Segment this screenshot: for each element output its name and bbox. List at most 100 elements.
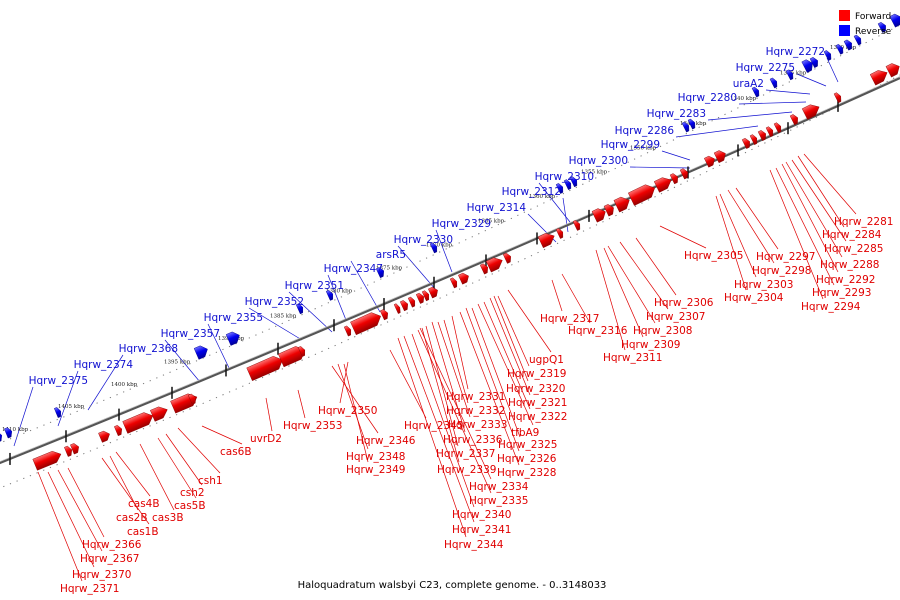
connector-line-reverse — [207, 323, 231, 371]
connector-line-reverse — [350, 260, 381, 313]
gene-label-reverse: Hqrw_2347 — [324, 263, 383, 275]
reverse-gene — [843, 39, 852, 51]
gene-label-forward: Hqrw_2311 — [603, 352, 662, 364]
forward-gene — [70, 443, 79, 455]
legend: Forward Reverse — [839, 10, 892, 37]
connector-line-forward — [297, 389, 306, 419]
connector-line-reverse — [57, 370, 79, 427]
gene-label-reverse: Hqrw_2374 — [74, 359, 134, 371]
connector-line-forward — [109, 455, 139, 511]
forward-gene — [749, 134, 758, 146]
legend-reverse-swatch — [839, 25, 850, 36]
reverse-gene — [769, 77, 778, 89]
forward-gene — [502, 252, 511, 264]
scale-tick-label: 1360 kbp — [529, 194, 556, 200]
gene-label-reverse: Hqrw_2314 — [467, 202, 527, 214]
forward-gene — [833, 92, 842, 104]
forward-gene — [869, 70, 888, 86]
forward-gene — [555, 228, 564, 239]
connector-line-forward — [607, 245, 656, 324]
reverse-gene — [4, 427, 12, 439]
connector-line-reverse — [288, 291, 333, 333]
forward-gene — [703, 155, 715, 168]
scale-tick-label: 1395 kbp — [164, 359, 191, 365]
gene-label-forward: Hqrw_2366 — [82, 539, 142, 551]
gene-label-forward: Hqrw_2339 — [437, 464, 496, 476]
connector-line-forward — [735, 187, 779, 250]
gene-label-forward: Hqrw_2306 — [654, 297, 714, 309]
reverse-gene — [375, 267, 384, 279]
gene-label-reverse: Hqrw_2352 — [245, 296, 304, 308]
connector-line-forward — [451, 315, 469, 390]
gene-label-forward: Hqrw_2281 — [834, 216, 893, 228]
connector-line-forward — [595, 249, 626, 351]
reverse-gene — [681, 121, 690, 133]
reverse-gene — [0, 431, 2, 443]
connector-line-forward — [67, 467, 105, 538]
forward-gene — [393, 303, 401, 314]
forward-gene — [64, 445, 72, 457]
scale-tick-label: 1385 kbp — [270, 313, 297, 319]
connector-line-reverse — [826, 57, 839, 83]
gene-label-forward: ugpQ1 — [529, 354, 564, 366]
forward-gene — [627, 184, 655, 206]
connector-line-reverse — [765, 89, 811, 95]
reverse-gene — [563, 179, 572, 190]
reverse-gene — [295, 303, 303, 315]
gene-label-forward: csh2 — [180, 487, 205, 499]
gene-label-reverse: Hqrw_2299 — [601, 139, 660, 151]
gene-label-forward: Hqrw_2335 — [469, 495, 528, 507]
connector-line-forward — [715, 195, 747, 291]
connector-line-forward — [507, 289, 552, 353]
reverse-gene — [569, 176, 578, 188]
connector-line-forward — [57, 469, 103, 552]
gene-label-forward: Hqrw_2341 — [452, 524, 511, 536]
forward-gene — [885, 63, 900, 78]
connector-line-forward — [497, 295, 530, 367]
forward-gene — [653, 177, 672, 193]
connector-line-forward — [437, 321, 471, 418]
connector-line-forward — [389, 349, 427, 419]
reverse-gene — [823, 50, 832, 61]
connector-line-forward — [727, 189, 775, 264]
connector-line-forward — [443, 319, 469, 404]
gene-label-forward: Hqrw_2320 — [506, 383, 565, 395]
gene-label-forward: Hqrw_2303 — [734, 279, 793, 291]
reverse-gene — [853, 34, 862, 46]
connector-line-forward — [483, 301, 531, 410]
gene-label-forward: cas3B — [152, 512, 184, 524]
forward-gene — [415, 292, 424, 304]
reverse-gene — [785, 69, 794, 81]
gene-label-forward: Hqrw_2307 — [646, 311, 705, 323]
gene-label-reverse: Hqrw_2283 — [647, 108, 706, 120]
forward-gene — [297, 346, 305, 357]
connector-line-forward — [431, 321, 466, 433]
forward-gene — [458, 272, 469, 285]
connector-line-forward — [397, 337, 467, 538]
forward-gene — [122, 412, 154, 434]
forward-gene — [98, 430, 110, 443]
connector-line-forward — [803, 153, 857, 215]
gene-label-forward: Hqrw_2305 — [684, 250, 743, 262]
gene-label-reverse: Hqrw_2355 — [204, 312, 263, 324]
gene-label-reverse: arsR5 — [376, 249, 406, 261]
gene-label-forward: Hqrw_2326 — [497, 453, 557, 465]
gene-label-forward: Hqrw_2346 — [356, 435, 416, 447]
connector-line-reverse — [738, 101, 807, 105]
connector-line-reverse — [675, 125, 759, 138]
gene-label-reverse: Hqrw_2375 — [29, 375, 88, 387]
connector-line-forward — [471, 307, 521, 438]
scale-tick-label: 1330 kbp — [830, 45, 857, 51]
connector-line-forward — [265, 397, 273, 432]
connector-line-reverse — [629, 166, 691, 169]
gene-label-forward: Hqrw_2316 — [568, 325, 628, 337]
connector-line-forward — [561, 273, 591, 324]
connector-line-forward — [769, 169, 824, 300]
gene-label-reverse: Hqrw_2312 — [502, 186, 561, 198]
connector-line-reverse — [538, 182, 571, 223]
forward-gene — [350, 312, 381, 336]
connector-line-reverse — [707, 111, 793, 121]
gene-label-forward: Hqrw_2332 — [446, 405, 505, 417]
connector-line-forward — [477, 303, 534, 426]
